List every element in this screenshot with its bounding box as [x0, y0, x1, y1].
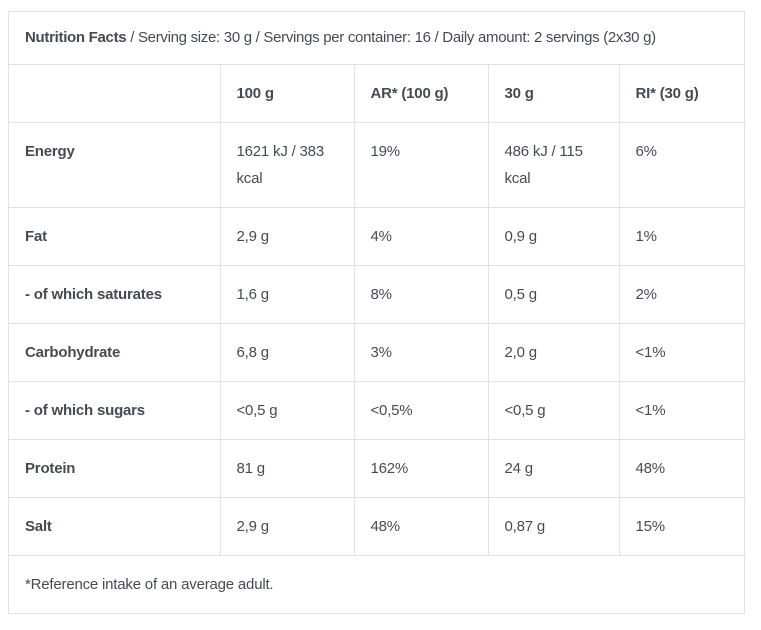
value-30g-cell: 0,9 g [487, 207, 619, 266]
row-label-cell: Protein [9, 439, 220, 498]
value-100g-cell: 2,9 g [219, 207, 354, 266]
value-30g-cell: 24 g [487, 439, 619, 498]
value-ri-30g-cell: 2% [618, 265, 746, 324]
value-100g-cell: 6,8 g [219, 323, 354, 382]
table-row: Fat 2,9 g 4% 0,9 g 1% [9, 207, 746, 266]
column-header-100g: 100 g [219, 65, 354, 123]
value-ri-30g-cell: 6% [618, 122, 746, 208]
value-ri-30g-cell: 15% [618, 497, 746, 556]
value-ar-100g-cell: 8% [353, 265, 488, 324]
value-ri-30g-cell: <1% [618, 323, 746, 382]
value-ar-100g-cell: 4% [353, 207, 488, 266]
footnote-text: *Reference intake of an average adult. [9, 555, 746, 613]
nutrition-table: 100 g AR* (100 g) 30 g RI* (30 g) Energy… [9, 65, 746, 613]
table-row: Energy 1621 kJ / 383 kcal 19% 486 kJ / 115 … [9, 122, 746, 208]
row-label-cell: - of which saturates [9, 265, 220, 324]
row-label-cell: Fat [9, 207, 220, 266]
table-row: Protein 81 g 162% 24 g 48% [9, 439, 746, 498]
value-ri-30g-cell: <1% [618, 381, 746, 440]
value-ar-100g-cell: <0,5% [353, 381, 488, 440]
footnote-row: *Reference intake of an average adult. [9, 555, 746, 613]
value-ar-100g-cell: 162% [353, 439, 488, 498]
table-header-row: 100 g AR* (100 g) 30 g RI* (30 g) [9, 65, 746, 123]
row-label-cell: Salt [9, 497, 220, 556]
value-30g-cell: 486 kJ / 115 kcal [487, 122, 619, 208]
row-label-cell: Carbohydrate [9, 323, 220, 382]
row-label-cell: Energy [9, 122, 220, 208]
column-header-ri-30g: RI* (30 g) [618, 65, 746, 123]
column-header-30g: 30 g [487, 65, 619, 123]
nutrition-facts-serving-details: / Serving size: 30 g / Servings per cont… [126, 29, 656, 46]
value-100g-cell: 1621 kJ / 383 kcal [219, 122, 354, 208]
value-ri-30g-cell: 48% [618, 439, 746, 498]
column-header-nutrient [9, 65, 220, 123]
row-label-cell: - of which sugars [9, 381, 220, 440]
value-100g-cell: 2,9 g [219, 497, 354, 556]
value-30g-cell: 2,0 g [487, 323, 619, 382]
value-ar-100g-cell: 3% [353, 323, 488, 382]
value-30g-cell: 0,5 g [487, 265, 619, 324]
value-30g-cell: 0,87 g [487, 497, 619, 556]
value-ri-30g-cell: 1% [618, 207, 746, 266]
table-row: Carbohydrate 6,8 g 3% 2,0 g <1% [9, 323, 746, 382]
column-header-ar-100g: AR* (100 g) [353, 65, 488, 123]
value-ar-100g-cell: 19% [353, 122, 488, 208]
value-100g-cell: 81 g [219, 439, 354, 498]
nutrition-facts-header: Nutrition Facts / Serving size: 30 g / S… [9, 12, 744, 65]
value-30g-cell: <0,5 g [487, 381, 619, 440]
nutrition-facts-panel: Nutrition Facts / Serving size: 30 g / S… [8, 11, 746, 614]
table-row: Salt 2,9 g 48% 0,87 g 15% [9, 497, 746, 556]
value-100g-cell: 1,6 g [219, 265, 354, 324]
nutrition-facts-title: Nutrition Facts [25, 29, 127, 46]
value-ar-100g-cell: 48% [353, 497, 488, 556]
value-100g-cell: <0,5 g [219, 381, 354, 440]
table-row: - of which saturates 1,6 g 8% 0,5 g 2% [9, 265, 746, 324]
table-row: - of which sugars <0,5 g <0,5% <0,5 g <1% [9, 381, 746, 440]
